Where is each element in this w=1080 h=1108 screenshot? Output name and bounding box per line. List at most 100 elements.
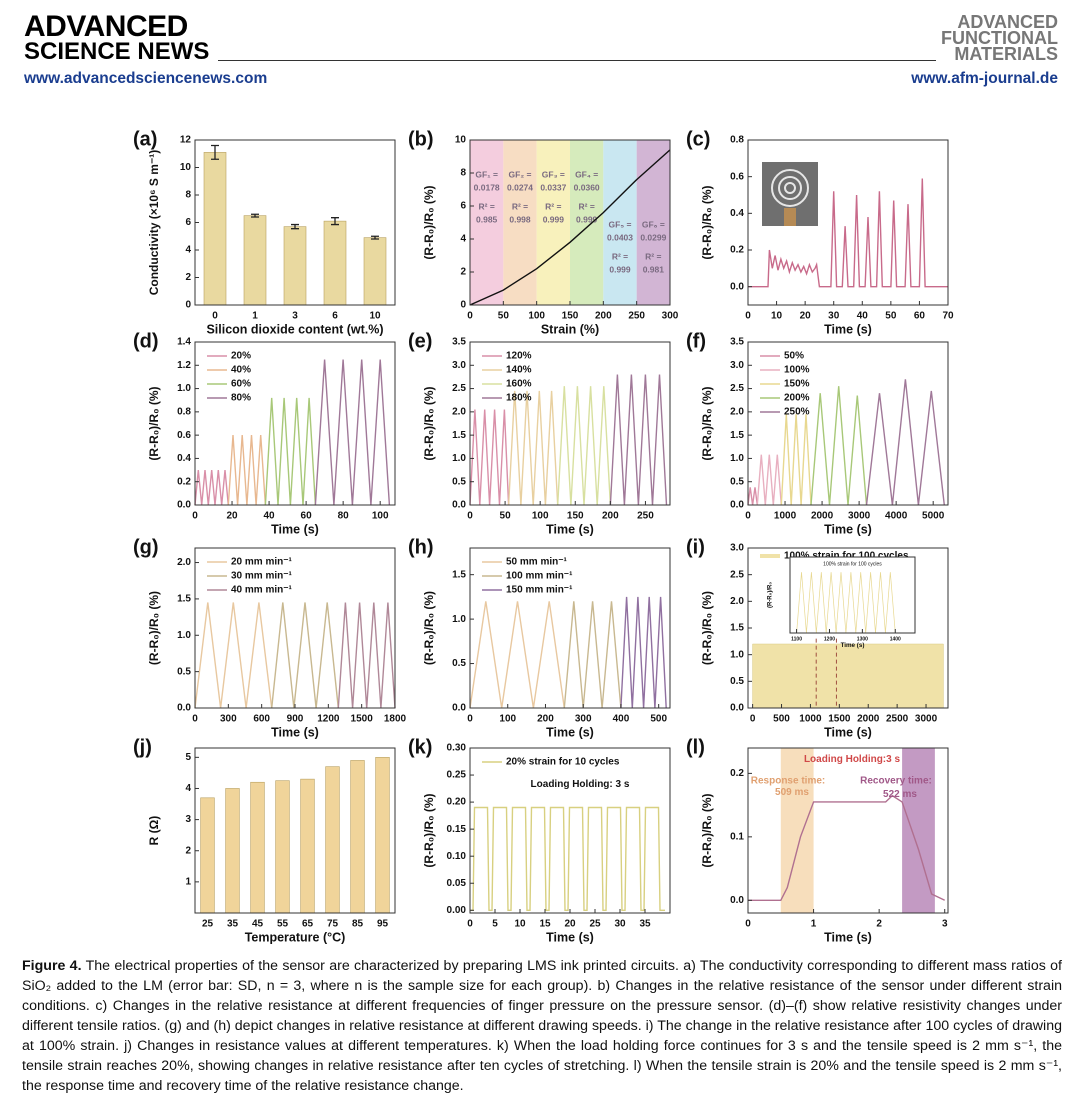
y-tick-label: 1.4 (177, 337, 191, 348)
x-tick-label: 1400 (890, 636, 901, 642)
y-axis-label: (R-R₀)/R₀ (%) (422, 591, 436, 665)
band-label: 0.981 (643, 264, 665, 274)
bar (350, 760, 365, 914)
y-tick-label: 0.0 (177, 500, 191, 511)
y-tick-label: 0.20 (447, 797, 467, 808)
y-tick-label: 0.0 (730, 500, 744, 511)
line (865, 379, 945, 506)
bar (323, 220, 347, 306)
band-label: R² = (479, 201, 495, 211)
x-tick-label: 250 (628, 311, 645, 322)
bar (325, 766, 340, 914)
area (752, 643, 944, 709)
band (570, 140, 604, 305)
x-tick-label: 30 (828, 311, 840, 322)
panel-label: (d) (133, 330, 159, 352)
x-tick-label: 95 (377, 919, 389, 930)
y-tick-label: 0.5 (452, 476, 466, 487)
line (747, 487, 758, 506)
x-tick-label: 65 (302, 919, 314, 930)
line (756, 454, 782, 506)
x-tick-label: 1800 (384, 714, 407, 725)
x-axis-label: Time (s) (824, 522, 872, 536)
y-axis-label: (R-R₀)/R₀ (%) (700, 185, 714, 259)
y-tick-label: 2.0 (452, 406, 466, 417)
y-axis-label: (R-R₀)/R₀ (%) (422, 793, 436, 867)
y-tick-label: 0.5 (452, 658, 466, 669)
x-tick-label: 1100 (791, 636, 802, 642)
x-tick-label: 300 (662, 311, 679, 322)
line (810, 386, 868, 506)
band-label: 0.0178 (474, 182, 500, 192)
x-tick-label: 40 (264, 511, 276, 522)
x-tick-label: 0 (467, 919, 473, 930)
error-bar (211, 144, 219, 160)
x-tick-label: 100 (372, 511, 389, 522)
x-tick-label: 0 (212, 311, 218, 322)
inset-photo (762, 162, 818, 226)
legend-label: 120% (506, 351, 532, 362)
y-tick-label: 1.0 (730, 453, 744, 464)
x-tick-label: 200 (537, 714, 554, 725)
x-axis-label: Temperature (°C) (245, 930, 346, 944)
x-tick-label: 200 (595, 311, 612, 322)
y-tick-label: 1.0 (452, 614, 466, 625)
panel-label: (h) (408, 536, 434, 558)
y-tick-label: 0.0 (730, 281, 744, 292)
x-tick-label: 75 (327, 919, 339, 930)
y-tick-label: 2.5 (452, 383, 466, 394)
y-tick-label: 4 (460, 234, 466, 245)
x-tick-label: 900 (287, 714, 304, 725)
y-tick-label: 4 (185, 245, 191, 256)
journal-url: www.afm-journal.de (911, 70, 1058, 87)
x-tick-label: 1 (252, 311, 258, 322)
band-label: 0.999 (543, 214, 565, 224)
band-label: GF₅ = (608, 219, 631, 229)
band (503, 140, 537, 305)
y-tick-label: 2.0 (177, 557, 191, 568)
x-tick-label: 20 (800, 311, 812, 322)
annotation: 509 ms (775, 787, 809, 798)
bar (225, 788, 240, 914)
annotation: Response time: (751, 776, 825, 787)
y-tick-label: 3.0 (730, 543, 744, 554)
y-axis-label: (R-R₀)/R₀ (%) (422, 386, 436, 460)
caption-text: The electrical properties of the sensor … (22, 958, 1062, 1094)
x-tick-label: 100 (532, 511, 549, 522)
y-tick-label: 0.25 (447, 770, 467, 781)
plot-frame (747, 747, 949, 914)
band-label: 0.0274 (507, 182, 533, 192)
y-tick-label: 0.5 (730, 676, 744, 687)
x-tick-label: 3 (292, 311, 298, 322)
plot-frame (747, 341, 949, 506)
y-tick-label: 0.0 (452, 703, 466, 714)
annotation: Loading Holding: 3 s (531, 779, 630, 790)
y-tick-label: 0.1 (730, 831, 744, 842)
x-tick-label: 1200 (824, 636, 835, 642)
band-label: R² = (612, 251, 628, 261)
y-tick-label: 2.5 (730, 383, 744, 394)
line (314, 359, 391, 506)
x-tick-label: 60 (301, 511, 313, 522)
x-tick-label: 0 (467, 511, 473, 522)
panel-label: (e) (408, 330, 432, 352)
x-tick-label: 50 (500, 511, 512, 522)
band-label: R² = (512, 201, 528, 211)
band-label: 0.985 (476, 214, 498, 224)
y-tick-label: 0 (185, 300, 191, 311)
panel-label: (l) (686, 736, 705, 758)
line (469, 601, 565, 709)
x-tick-label: 0 (745, 311, 751, 322)
legend-label: 100 mm min⁻¹ (506, 571, 573, 582)
legend-label: 50 mm min⁻¹ (506, 557, 568, 568)
line (620, 596, 667, 709)
x-tick-label: 0 (745, 919, 751, 930)
y-tick-label: 0 (460, 300, 466, 311)
y-tick-label: 5 (185, 752, 191, 763)
x-tick-label: 10 (771, 311, 783, 322)
y-tick-label: 2 (460, 267, 466, 278)
x-tick-label: 1300 (857, 636, 868, 642)
x-tick-label: 0 (192, 714, 198, 725)
x-tick-label: 0 (745, 511, 751, 522)
line (469, 409, 510, 506)
